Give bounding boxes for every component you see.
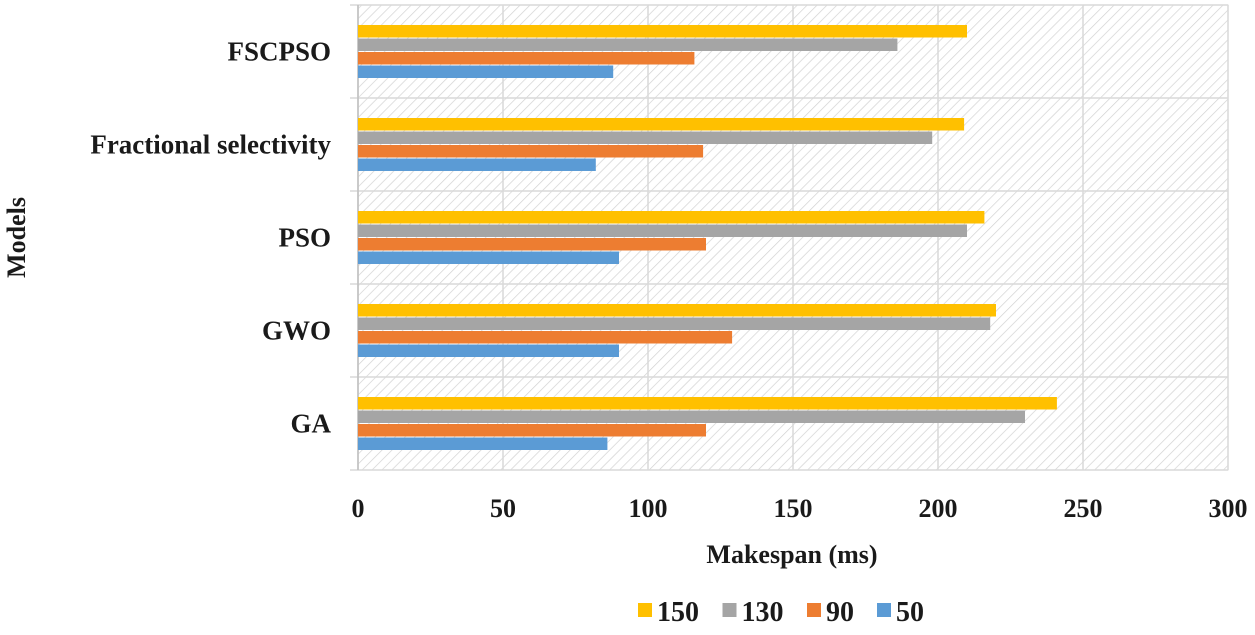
x-tick-label: 150	[774, 494, 813, 523]
bar-group	[358, 304, 996, 357]
bar-90	[358, 145, 704, 158]
x-tick-label: 50	[490, 494, 516, 523]
category-label: GWO	[262, 316, 331, 346]
bars	[358, 25, 1057, 450]
bar-group	[358, 118, 965, 171]
bar-130	[358, 38, 898, 51]
bar-50	[358, 65, 614, 78]
category-label: PSO	[278, 223, 331, 253]
bar-130	[358, 317, 991, 330]
category-label: GA	[291, 409, 332, 439]
legend-swatch	[638, 603, 652, 617]
bar-90	[358, 238, 706, 251]
y-axis-title: Models	[2, 197, 31, 278]
legend-swatch	[722, 603, 737, 617]
bar-150	[358, 397, 1057, 410]
x-tick-label: 250	[1064, 494, 1103, 523]
legend-item-130: 130	[722, 597, 784, 628]
bar-130	[358, 131, 933, 144]
legend-swatch	[877, 603, 891, 617]
bar-150	[358, 304, 996, 317]
bar-group	[358, 25, 967, 78]
legend-label: 90	[826, 597, 854, 628]
bar-50	[358, 251, 619, 264]
legend: 150 130 90 50	[638, 597, 924, 628]
legend-label: 130	[742, 597, 784, 628]
bar-90	[358, 424, 706, 437]
bar-150	[358, 118, 965, 131]
legend-label: 150	[657, 597, 699, 628]
bar-90	[358, 331, 733, 344]
x-axis-title: Makespan (ms)	[706, 540, 877, 569]
bar-50	[358, 344, 619, 357]
x-tick-label: 300	[1209, 494, 1248, 523]
bar-50	[358, 437, 608, 450]
bar-130	[358, 224, 967, 237]
x-tick-label: 200	[919, 494, 958, 523]
bar-group	[358, 211, 985, 264]
legend-item-90: 90	[807, 597, 854, 628]
category-label: Fractional selectivity	[90, 130, 331, 160]
grid-lines	[350, 4, 1229, 471]
legend-item-50: 50	[877, 597, 924, 628]
bar-90	[358, 52, 695, 65]
bar-group	[358, 397, 1057, 450]
bar-150	[358, 211, 985, 224]
x-tick-label: 100	[629, 494, 668, 523]
legend-label: 50	[896, 597, 924, 628]
legend-item-150: 150	[638, 597, 699, 628]
category-label: FSCPSO	[227, 37, 331, 67]
bar-50	[358, 158, 596, 171]
bar-150	[358, 25, 967, 38]
x-tick-label: 0	[352, 494, 365, 523]
labels: FSCPSO Fractional selectivity PSO GWO GA 0 50 1…	[2, 37, 1248, 570]
bar-130	[358, 410, 1025, 423]
legend-swatch	[807, 603, 821, 617]
